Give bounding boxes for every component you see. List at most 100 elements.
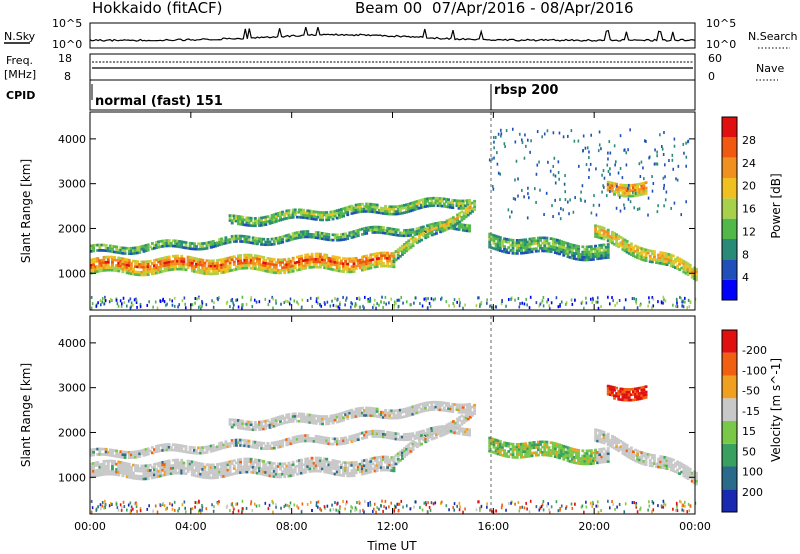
power-clutter: [679, 295, 681, 299]
power-cell: [218, 243, 222, 247]
power-cell: [577, 245, 581, 248]
power-cell: [369, 264, 373, 267]
velocity-cell: [216, 476, 219, 479]
power-cell: [270, 214, 274, 217]
power-cell: [113, 255, 117, 259]
power-cell: [247, 235, 251, 239]
power-clutter: [104, 299, 107, 303]
power-cell: [163, 264, 167, 267]
power-cell: [369, 253, 373, 257]
power-cell: [129, 249, 133, 253]
power-cell: [473, 205, 477, 209]
nsky-label: N.Sky: [4, 30, 36, 43]
power-cell: [249, 261, 253, 265]
power-cell: [577, 247, 581, 251]
velocity-cell: [106, 462, 110, 465]
power-cell: [129, 272, 133, 276]
power-cell: [352, 232, 356, 236]
power-scatter: [588, 175, 590, 179]
power-cell: [266, 240, 270, 244]
power-cell: [432, 222, 436, 226]
power-cell: [314, 257, 318, 261]
power-cell: [142, 260, 146, 264]
power-cell: [161, 239, 165, 243]
power-cell: [457, 228, 461, 231]
power-cell: [268, 219, 272, 223]
power-clutter: [397, 305, 400, 309]
power-scatter: [652, 181, 655, 185]
power-cell: [379, 251, 383, 255]
power-clutter: [119, 299, 122, 303]
power-cell: [348, 267, 352, 271]
velocity-cell: [381, 430, 385, 433]
velocity-cell: [473, 406, 477, 410]
velocity-cell: [239, 458, 243, 461]
power-cell: [192, 257, 196, 260]
power-clutter: [528, 306, 531, 310]
power-clutter: [684, 296, 686, 300]
power-cell: [507, 251, 511, 255]
power-cell: [222, 260, 226, 264]
power-cell: [171, 254, 175, 258]
power-cell: [251, 221, 255, 225]
power-cell: [360, 266, 364, 269]
power-clutter: [319, 303, 321, 307]
power-cell: [171, 262, 175, 266]
nsky-strip: N.Sky 10^5 10^0 10^5 10^0 N.Search: [4, 17, 798, 51]
power-clutter: [199, 304, 201, 308]
power-clutter: [345, 298, 347, 302]
power-cell: [339, 235, 343, 239]
power-cell: [184, 243, 188, 247]
power-cell: [356, 259, 360, 262]
power-cell: [174, 239, 177, 243]
power-cell: [182, 257, 186, 261]
power-clutter: [231, 299, 233, 303]
power-scatter: [578, 164, 580, 168]
power-cell: [300, 230, 303, 234]
power-cell: [306, 263, 310, 267]
power-cell: [255, 259, 259, 263]
power-cell: [308, 255, 312, 259]
power-cell: [318, 260, 322, 264]
power-cell: [354, 256, 358, 260]
power-cell: [211, 242, 215, 246]
power-cell: [253, 236, 257, 240]
power-cell: [312, 265, 316, 269]
power-scatter: [651, 175, 653, 179]
power-clutter: [237, 305, 240, 309]
power-cell: [327, 256, 331, 260]
power-cell: [241, 223, 245, 226]
power-cell: [144, 265, 148, 269]
power-cell: [245, 221, 249, 225]
power-cell: [102, 243, 106, 247]
power-cell: [365, 226, 369, 230]
power-cell: [201, 266, 205, 270]
power-cell: [297, 263, 301, 266]
power-cell: [291, 256, 295, 260]
power-cell: [360, 268, 364, 272]
power-clutter: [529, 295, 532, 299]
velocity-cell: [426, 439, 430, 443]
power-clutter: [590, 297, 592, 301]
power-cell: [224, 239, 228, 242]
power-cell: [331, 260, 335, 264]
power-cell: [94, 268, 98, 271]
power-cell: [108, 268, 112, 272]
power-cell: [379, 264, 383, 268]
power-clutter: [375, 306, 377, 310]
power-cell: [300, 267, 303, 271]
power-cell: [276, 261, 280, 264]
velocity-cell: [127, 462, 131, 466]
power-cell: [104, 266, 108, 269]
power-cell: [237, 254, 240, 258]
power-scatter: [680, 213, 683, 217]
velocity-cell: [507, 444, 511, 448]
power-cell: [308, 232, 312, 236]
power-cell: [304, 216, 308, 220]
power-cell: [289, 238, 293, 241]
velocity-cell: [468, 428, 472, 432]
power-cell: [390, 259, 394, 263]
power-cell: [386, 226, 390, 230]
velocity-cell: [304, 470, 308, 474]
power-cell: [176, 239, 180, 243]
